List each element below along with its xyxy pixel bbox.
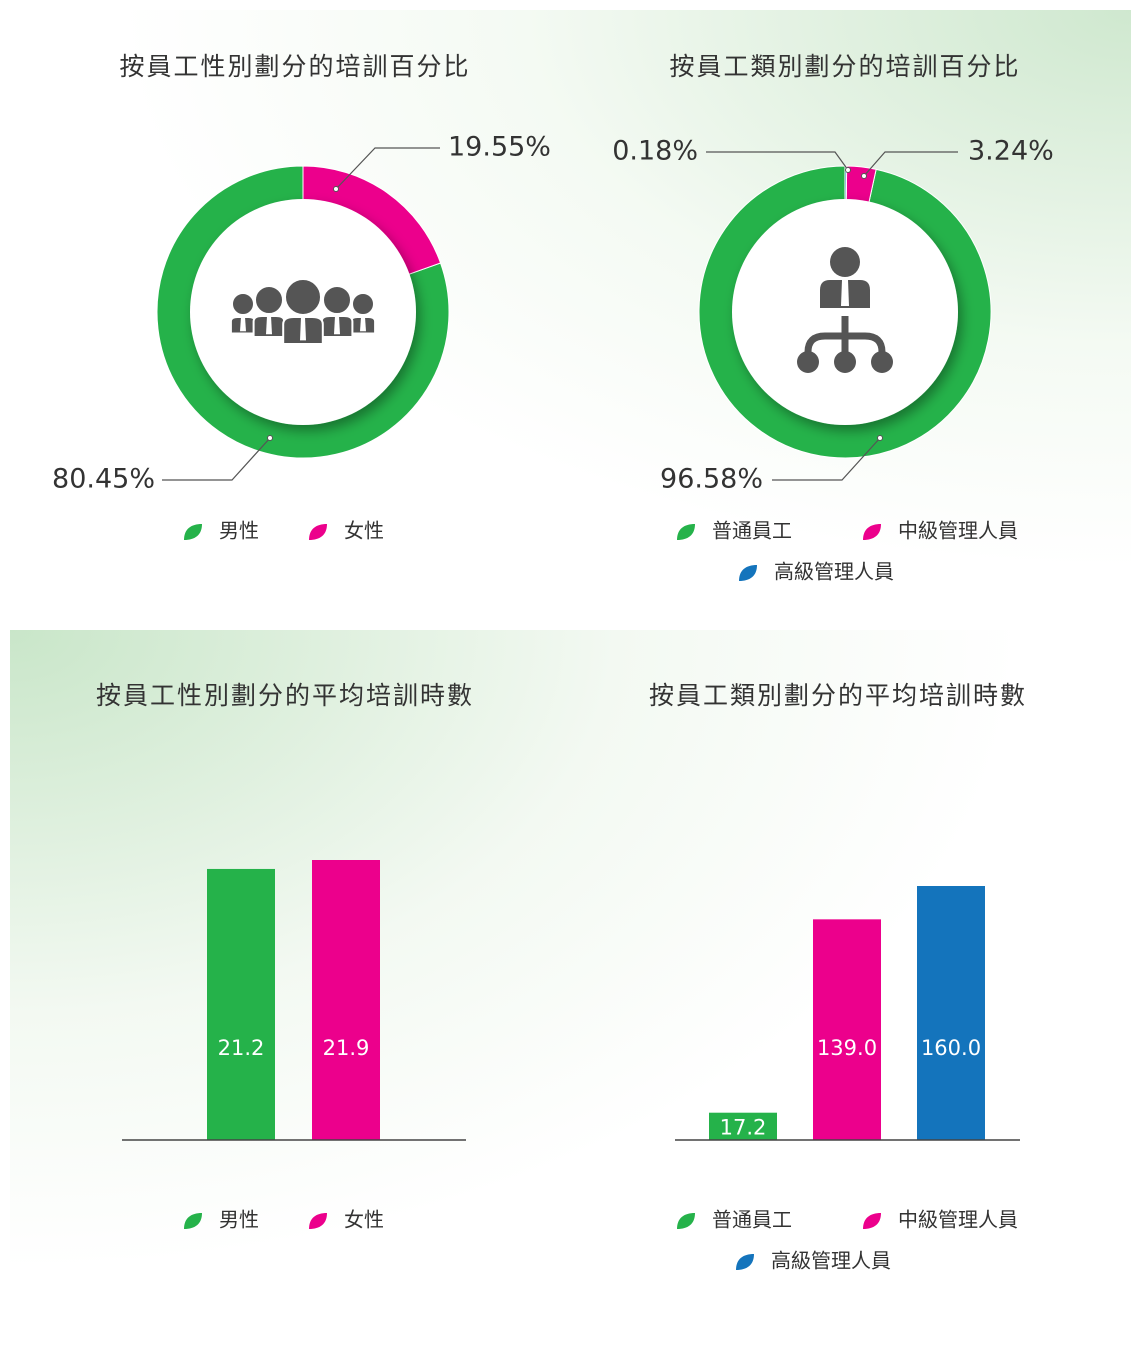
chart-title: 按員工性別劃分的平均培訓時數 xyxy=(96,681,474,710)
legend-swatch xyxy=(736,1254,754,1270)
legend-swatch xyxy=(184,524,202,540)
legend-label: 中級管理人員 xyxy=(898,519,1018,543)
value-label: 160.0 xyxy=(921,1036,981,1060)
bar xyxy=(917,886,985,1140)
icon-head xyxy=(351,292,375,316)
icon-tie xyxy=(240,317,246,332)
legend-swatch xyxy=(677,524,695,540)
value-label: 139.0 xyxy=(817,1036,877,1060)
icon-node xyxy=(797,351,819,373)
value-label: 21.2 xyxy=(218,1036,265,1060)
icon-tie xyxy=(300,317,306,341)
value-label: 80.45% xyxy=(52,464,155,495)
icon-tie xyxy=(266,316,272,335)
value-label: 19.55% xyxy=(448,132,551,163)
icon-node xyxy=(834,351,856,373)
icon-head xyxy=(231,292,255,316)
legend-label: 女性 xyxy=(344,519,384,543)
legend-swatch xyxy=(309,524,327,540)
leader-dot xyxy=(877,435,883,441)
leader-line xyxy=(772,437,881,481)
legend-swatch xyxy=(184,1213,202,1229)
legend-swatch xyxy=(309,1213,327,1229)
value-label: 0.18% xyxy=(612,136,698,167)
legend-label: 普通員工 xyxy=(712,519,792,543)
icon-head xyxy=(284,278,322,316)
chart-title: 按員工性別劃分的培訓百分比 xyxy=(119,52,470,81)
bar xyxy=(709,1112,777,1140)
leader-line xyxy=(162,437,271,481)
value-label: 21.9 xyxy=(323,1036,370,1060)
leader-line xyxy=(863,151,958,177)
legend-swatch xyxy=(863,524,881,540)
icon xyxy=(229,278,377,345)
icon-node xyxy=(871,351,893,373)
icon-head xyxy=(830,247,860,277)
icon xyxy=(797,247,893,373)
legend-label: 普通員工 xyxy=(712,1208,792,1232)
bar xyxy=(312,860,380,1140)
icon-head xyxy=(322,285,352,315)
legend-label: 高級管理人員 xyxy=(771,1249,891,1273)
legend-swatch xyxy=(739,565,757,581)
icon-tie xyxy=(360,317,366,332)
legend-label: 男性 xyxy=(219,519,259,543)
icon-head xyxy=(254,285,284,315)
leader-dot xyxy=(861,173,867,179)
legend-swatch xyxy=(677,1213,695,1229)
bar xyxy=(813,919,881,1140)
legend-label: 女性 xyxy=(344,1208,384,1232)
legend-swatch xyxy=(863,1213,881,1229)
chart-title: 按員工類別劃分的平均培訓時數 xyxy=(649,681,1027,710)
donut-center xyxy=(732,199,958,425)
legend-label: 高級管理人員 xyxy=(774,560,894,584)
chart-title: 按員工類別劃分的培訓百分比 xyxy=(669,52,1020,81)
value-label: 3.24% xyxy=(968,136,1054,167)
leader-dot xyxy=(845,167,851,173)
value-label: 17.2 xyxy=(720,1115,767,1139)
icon-tie xyxy=(841,280,849,306)
bar xyxy=(207,868,275,1140)
leader-dot xyxy=(333,186,339,192)
leader-line xyxy=(706,151,849,171)
icon-tie xyxy=(334,316,340,335)
legend-label: 中級管理人員 xyxy=(898,1208,1018,1232)
leader-dot xyxy=(267,435,273,441)
legend-label: 男性 xyxy=(219,1208,259,1232)
leader-line xyxy=(335,147,440,190)
value-label: 96.58% xyxy=(660,464,763,495)
